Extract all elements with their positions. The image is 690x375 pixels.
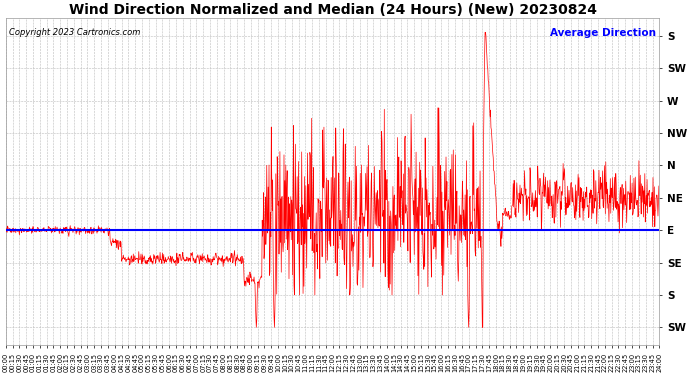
Title: Wind Direction Normalized and Median (24 Hours) (New) 20230824: Wind Direction Normalized and Median (24… [68,3,597,17]
Text: Copyright 2023 Cartronics.com: Copyright 2023 Cartronics.com [9,28,141,37]
Text: Average Direction: Average Direction [550,28,656,38]
